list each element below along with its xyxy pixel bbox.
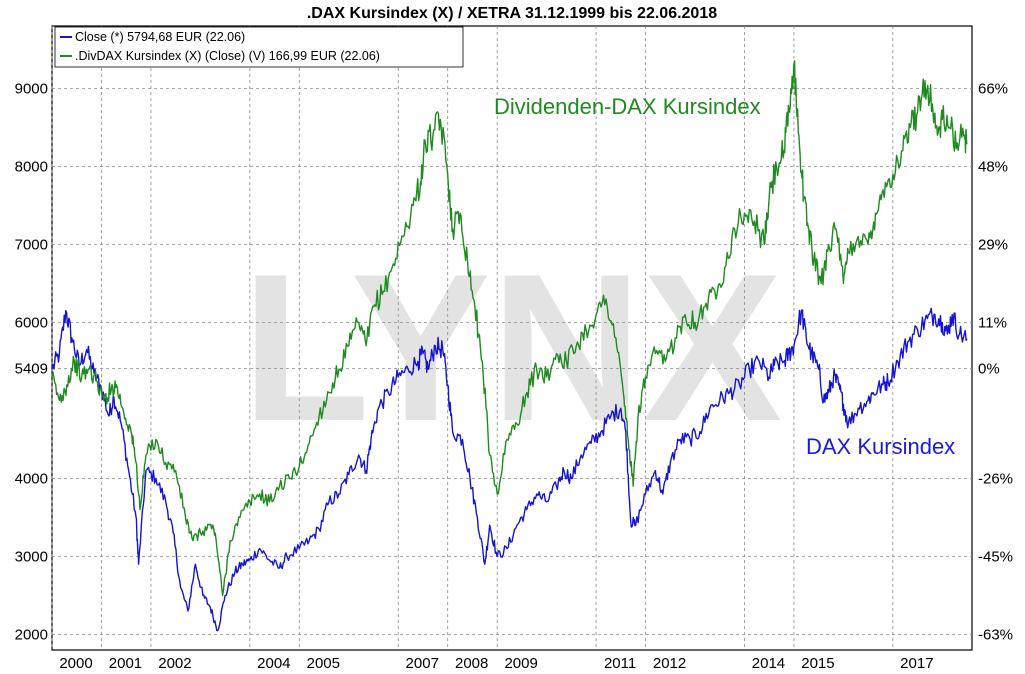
y-tick-label-left: 9000 (15, 80, 48, 97)
legend-entry-close: Close (*) 5794,68 EUR (22.06) (75, 30, 245, 44)
y-tick-label-left: 4000 (15, 470, 48, 487)
plot-area (51, 25, 973, 651)
series-line-divdax (51, 60, 968, 597)
y-tick-label-right: 0% (978, 360, 1000, 377)
y-axis-left: 2000 3000 4000 5409 6000 7000 8000 9000 (15, 80, 48, 643)
x-tick-label: 2008 (455, 655, 488, 672)
legend-box (54, 26, 464, 68)
x-axis: 2000 2001 2002 2004 2005 2007 2008 2009 2011 2012… (59, 655, 933, 672)
y-tick-label-left: 2000 (15, 626, 48, 643)
annotation-divdax: Dividenden-DAX Kursindex (494, 94, 761, 119)
gridlines (51, 26, 972, 650)
y-axis-right: 66% 48% 29% 11% 0% -26% -45% -63% (978, 80, 1013, 643)
y-tick-label-right: -63% (978, 626, 1013, 643)
y-tick-label-right: -45% (978, 548, 1013, 565)
x-tick-label: 2009 (504, 655, 537, 672)
y-tick-label-right: 66% (978, 80, 1008, 97)
x-tick-label: 2015 (801, 655, 834, 672)
x-tick-label: 2002 (158, 655, 191, 672)
x-tick-label: 2005 (307, 655, 340, 672)
x-tick-label: 2001 (109, 655, 142, 672)
y-tick-label-left: 7000 (15, 236, 48, 253)
y-tick-label-left: 6000 (15, 314, 48, 331)
x-tick-label: 2012 (653, 655, 686, 672)
y-tick-label-right: 11% (978, 314, 1007, 331)
y-tick-label-left: 8000 (15, 158, 48, 175)
chart-title: .DAX Kursindex (X) / XETRA 31.12.1999 bi… (307, 5, 717, 22)
y-tick-label-right: 29% (978, 236, 1008, 253)
series-group (51, 60, 968, 632)
y-tick-label-right: 48% (978, 158, 1008, 175)
x-tick-label: 2014 (752, 655, 785, 672)
x-tick-label: 2017 (900, 655, 933, 672)
y-tick-label-left: 5409 (15, 360, 48, 377)
legend: Close (*) 5794,68 EUR (22.06) .DivDAX Ku… (54, 26, 464, 68)
annotation-dax: DAX Kursindex (806, 434, 955, 459)
y-tick-label-left: 3000 (15, 548, 48, 565)
x-tick-label: 2004 (257, 655, 290, 672)
x-tick-label: 2007 (406, 655, 439, 672)
y-tick-label-right: -26% (978, 470, 1013, 487)
x-tick-label: 2011 (604, 655, 636, 672)
x-tick-label: 2000 (59, 655, 92, 672)
legend-entry-divdax: .DivDAX Kursindex (X) (Close) (V) 166,99… (75, 49, 380, 63)
series-line-dax (51, 307, 968, 632)
